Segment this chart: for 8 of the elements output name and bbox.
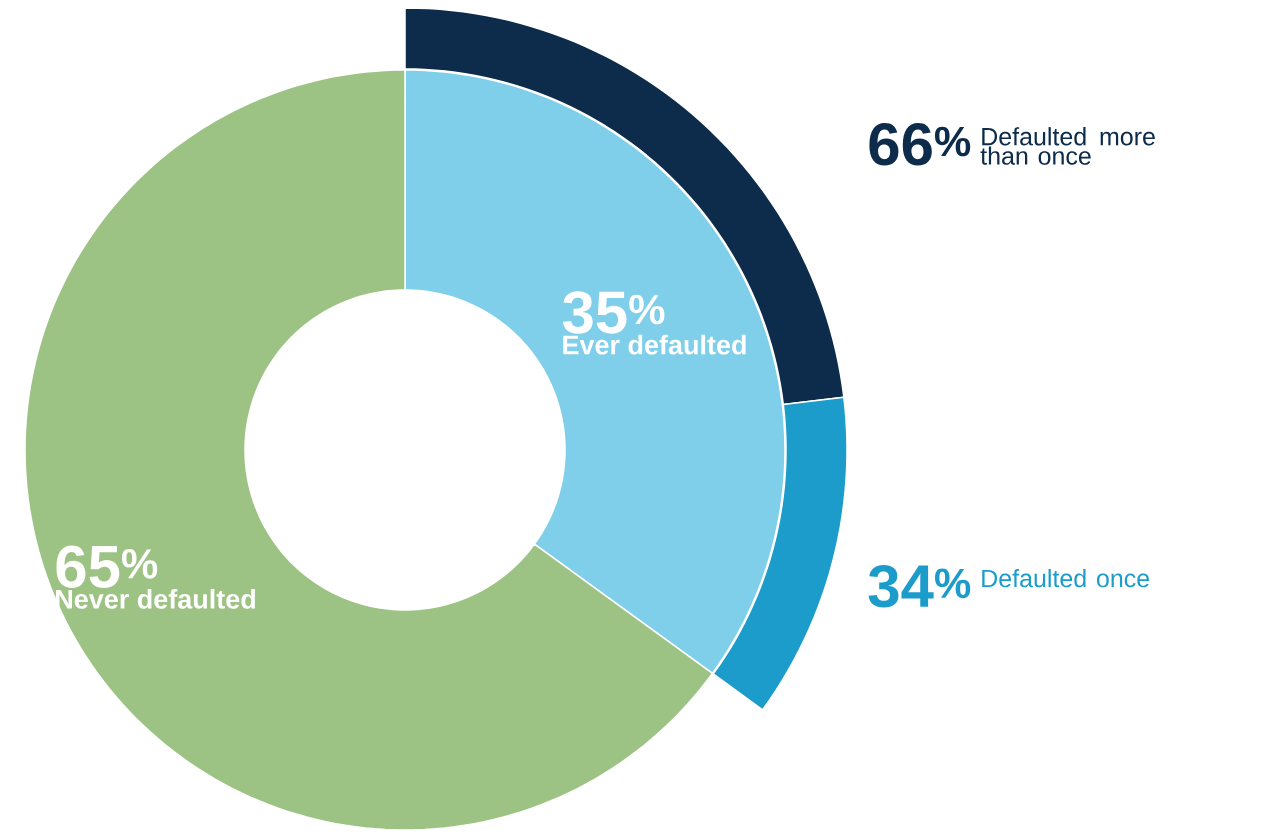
category-label: Defaulted once [982,568,1150,588]
slice-label: Never defaulted [56,588,255,609]
data-label: 34$^{%}$ [868,564,971,608]
category-label: Defaulted more than once [980,127,1155,165]
data-label: 65$^{%}$ [56,545,158,588]
slice-label: Ever defaulted [563,334,746,355]
data-label: 35$^{%}$ [562,291,665,334]
data-label: 66$^{%}$ [869,123,971,166]
